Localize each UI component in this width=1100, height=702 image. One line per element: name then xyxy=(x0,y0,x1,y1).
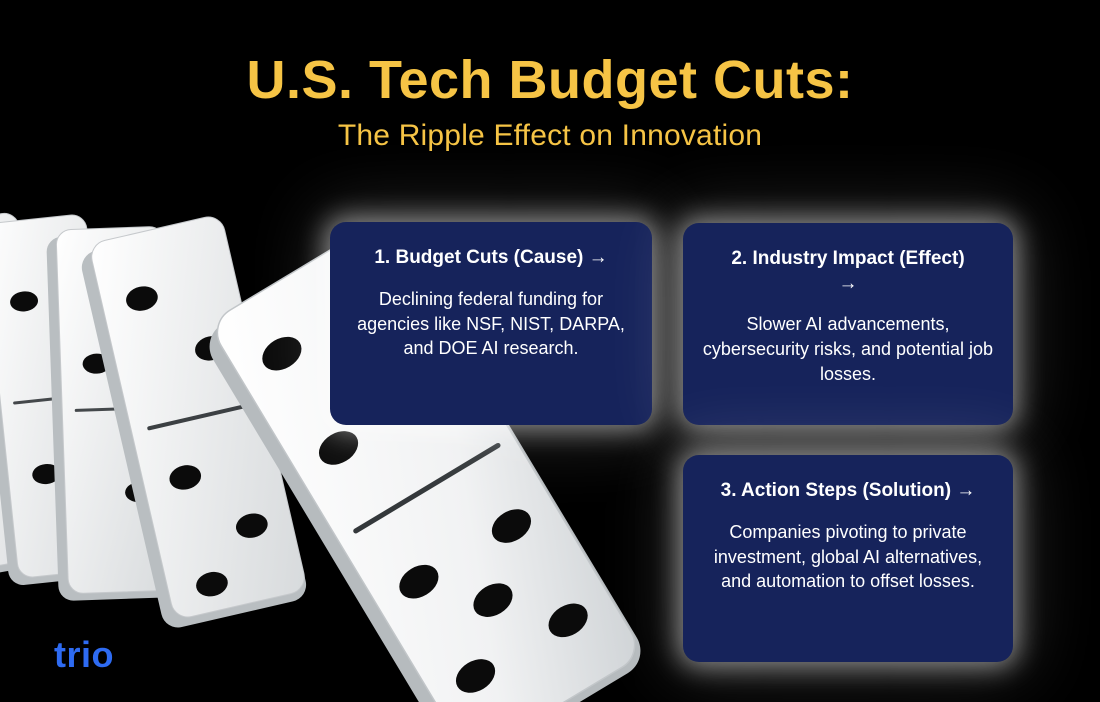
card-budget-cuts: 1. Budget Cuts (Cause) → Declining feder… xyxy=(330,222,652,425)
card-industry-impact: 2. Industry Impact (Effect) → Slower AI … xyxy=(683,223,1013,425)
falling-dominoes-illustration xyxy=(0,212,641,702)
title-block: U.S. Tech Budget Cuts: The Ripple Effect… xyxy=(0,52,1100,153)
card-budget-cuts-heading: 1. Budget Cuts (Cause) → xyxy=(374,247,608,268)
page-title: U.S. Tech Budget Cuts: xyxy=(246,50,854,110)
card-action-steps-heading: 3. Action Steps (Solution) → xyxy=(720,480,976,501)
card-budget-cuts-body: Declining federal funding for agencies l… xyxy=(357,288,625,359)
card-industry-impact-body: Slower AI advancements, cybersecurity ri… xyxy=(702,314,994,385)
card-action-steps-body: Companies pivoting to private investment… xyxy=(713,521,983,592)
card-action-steps: 3. Action Steps (Solution) → Companies p… xyxy=(683,455,1013,662)
card-industry-impact-heading: 2. Industry Impact (Effect) → xyxy=(731,248,965,294)
domino-mid xyxy=(81,216,307,628)
page-subtitle: The Ripple Effect on Innovation xyxy=(337,118,763,152)
trio-logo: trio xyxy=(54,634,114,675)
